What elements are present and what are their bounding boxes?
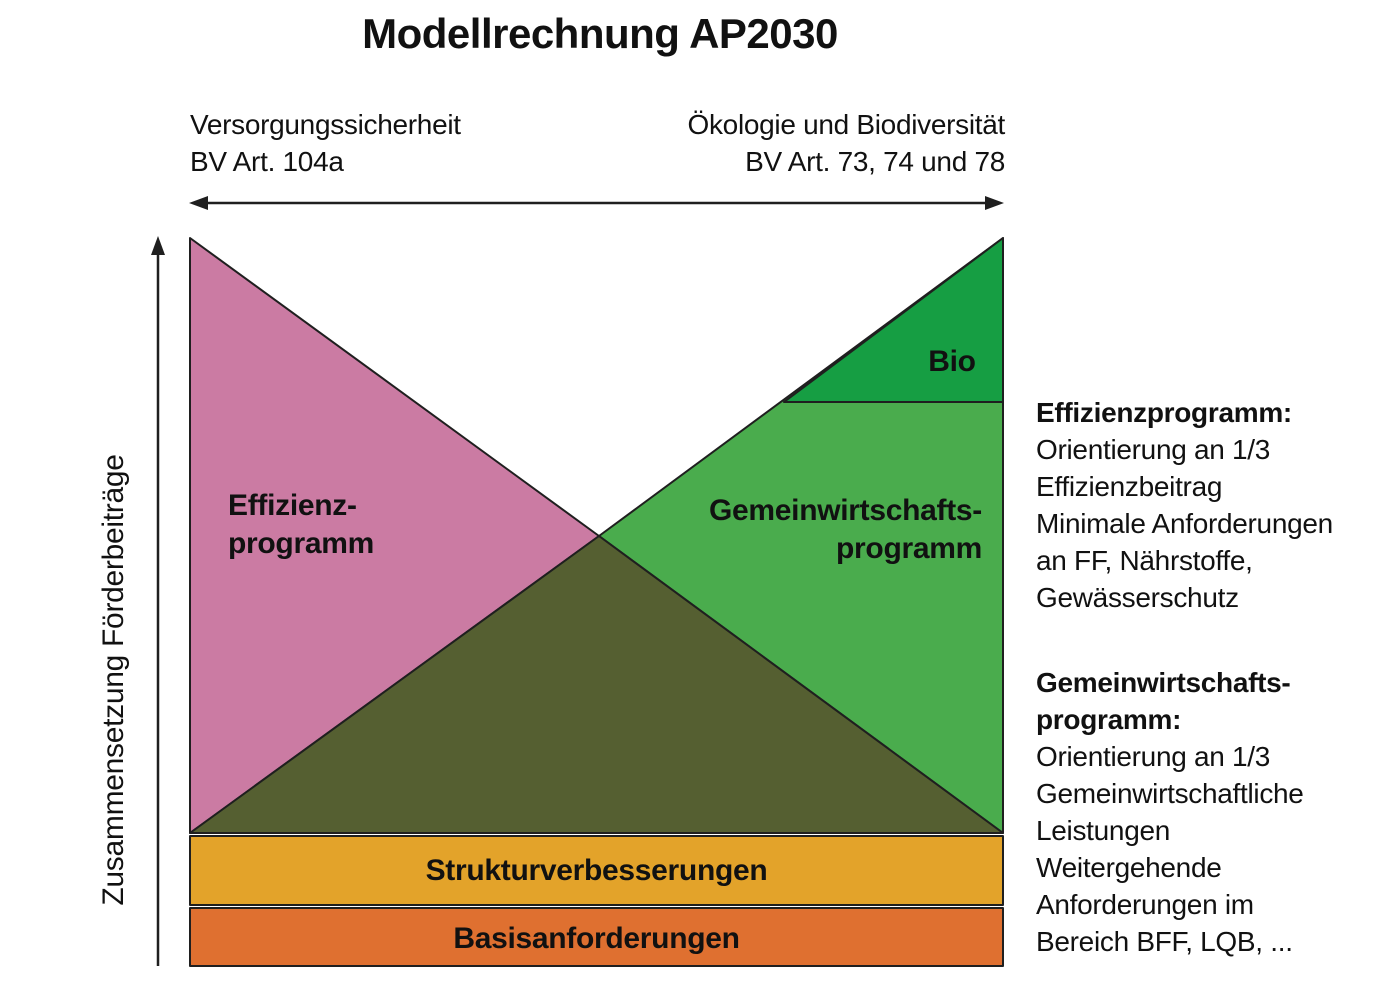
top-axis-label-versorgungssicherheit: Versorgungssicherheit BV Art. 104a [190, 109, 461, 177]
note-effizienzprogramm-body: Orientierung an 1/3 Effizienzbeitrag Min… [1036, 434, 1333, 613]
struktur-label: Strukturverbesserungen [425, 854, 768, 887]
balance-arrow-left-head-icon [189, 196, 208, 210]
balance-arrow [189, 196, 1004, 210]
page-title: Modellrechnung AP2030 [362, 10, 838, 57]
overlap-triangle [189, 535, 1004, 834]
basis-bar [189, 907, 1004, 967]
note-gemeinwirtschaftsprogramm: Gemeinwirtschafts- programm: Orientierun… [1036, 664, 1400, 960]
y-axis-label: Zusammensetzung Förderbeiträge [97, 454, 130, 906]
note-gemeinwirtschaftsprogramm-title: Gemeinwirtschafts- programm: [1036, 667, 1291, 735]
top-axis-label-oekologie: Ökologie und Biodiversität BV Art. 73, 7… [687, 109, 1006, 177]
basis-label: Basisanforderungen [453, 922, 740, 955]
bio-triangle [783, 237, 1004, 403]
note-effizienzprogramm: Effizienzprogramm: Orientierung an 1/3 E… [1036, 394, 1400, 616]
y-axis-arrow-head-icon [151, 236, 165, 255]
struktur-bar [189, 835, 1004, 906]
gemeinwirtschaft-label: Gemeinwirtschafts- programm [708, 494, 982, 565]
balance-arrow-right-head-icon [985, 196, 1004, 210]
note-effizienzprogramm-title: Effizienzprogramm: [1036, 397, 1292, 428]
note-gemeinwirtschaftsprogramm-body: Orientierung an 1/3 Gemeinwirtschaftlich… [1036, 741, 1304, 957]
y-axis-arrow [151, 236, 165, 966]
effizienz-label: Effizienz- programm [228, 489, 374, 560]
bio-label: Bio [928, 345, 976, 378]
